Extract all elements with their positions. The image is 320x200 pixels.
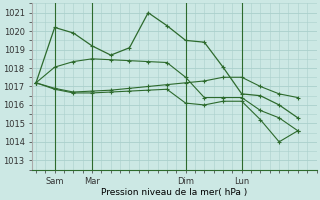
X-axis label: Pression niveau de la mer( hPa ): Pression niveau de la mer( hPa ) — [101, 188, 247, 197]
